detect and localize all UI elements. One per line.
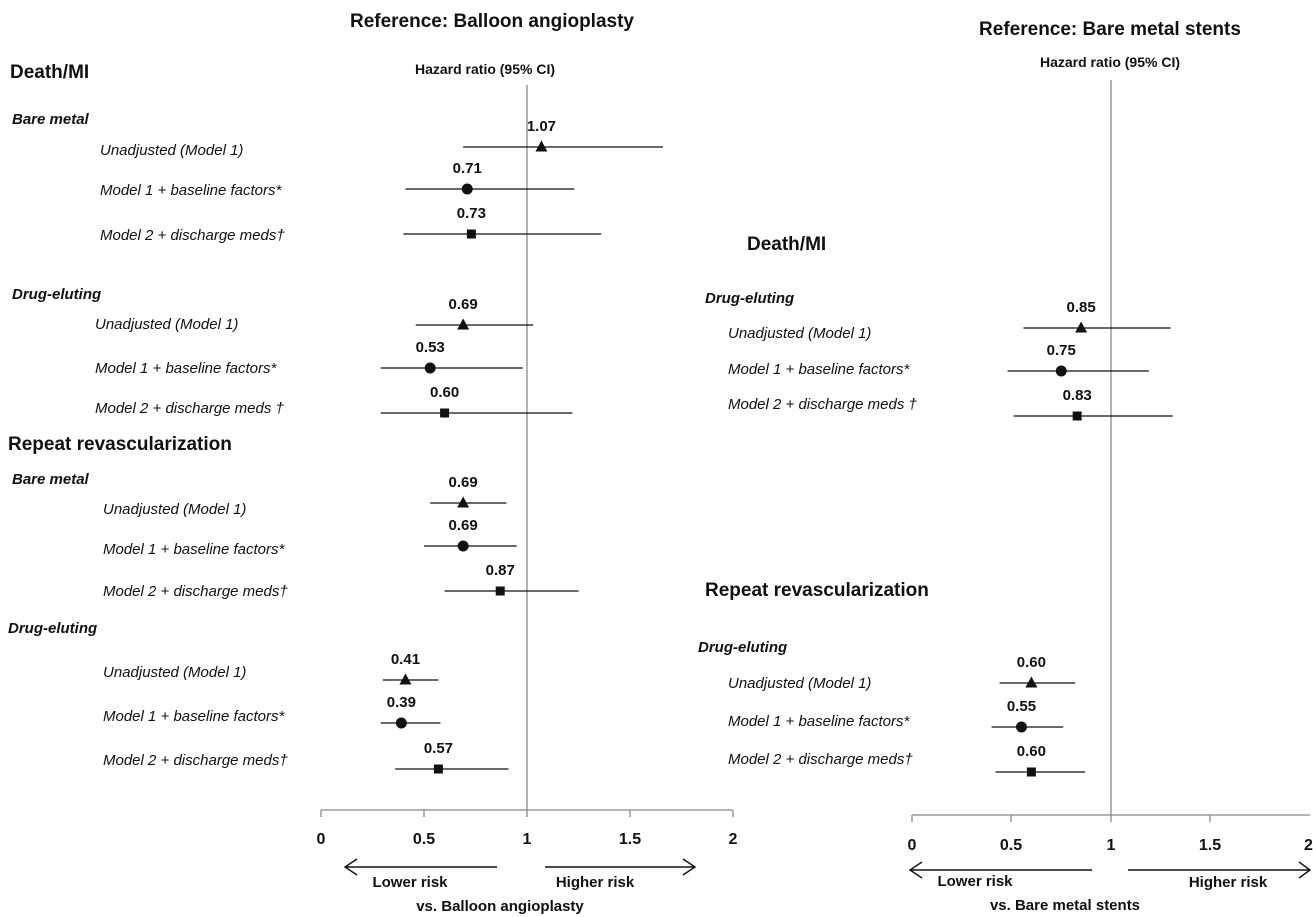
- right-tick-label: 1.5: [1199, 837, 1221, 854]
- right-group-label-drug-eluting-repeat: Drug-eluting: [698, 639, 787, 656]
- left-row-label: Model 1 + baseline factors*: [95, 360, 278, 377]
- forest-plot-marks: 1.07 0.71 0.73 0.69 0.53 0.60 0.69 0.69 0.87 0.41…: [380, 118, 1173, 777]
- right-panel: Reference: Bare metal stents Hazard rati…: [698, 19, 1313, 914]
- left-row-label: Model 2 + discharge meds†: [103, 752, 288, 769]
- right-value-label: 0.83: [1063, 387, 1092, 404]
- right-point-triangle: [1025, 676, 1038, 688]
- left-panel-title: Reference: Balloon angioplasty: [350, 11, 634, 32]
- left-point-circle: [457, 540, 469, 552]
- left-value-label: 0.69: [449, 517, 478, 534]
- left-point-square: [466, 229, 476, 239]
- left-value-label: 0.41: [391, 651, 420, 668]
- right-point-square: [1072, 411, 1082, 421]
- left-row-label: Model 1 + baseline factors*: [100, 182, 283, 199]
- left-panel: Reference: Balloon angioplasty Hazard ra…: [8, 11, 738, 915]
- right-higher-risk-arrow: [1128, 861, 1312, 879]
- left-value-label: 1.07: [527, 118, 556, 135]
- left-group-label-bare-metal-repeat: Bare metal: [12, 471, 90, 488]
- right-row-label: Unadjusted (Model 1): [728, 675, 871, 692]
- left-row-label: Model 2 + discharge meds †: [95, 400, 285, 417]
- left-value-label: 0.60: [430, 384, 459, 401]
- right-tick-label: 2: [1304, 837, 1313, 854]
- left-point-triangle: [535, 140, 548, 152]
- left-value-label: 0.69: [449, 296, 478, 313]
- left-row-label: Unadjusted (Model 1): [103, 664, 246, 681]
- left-tick-label: 1.5: [619, 831, 641, 848]
- right-tick-label: 0: [908, 837, 917, 854]
- left-point-triangle: [457, 496, 470, 508]
- right-panel-title: Reference: Bare metal stents: [979, 19, 1241, 40]
- left-point-square: [495, 586, 505, 596]
- right-value-label: 0.85: [1067, 299, 1096, 316]
- right-value-label: 0.55: [1007, 698, 1036, 715]
- right-column-header: Hazard ratio (95% CI): [1040, 54, 1180, 70]
- left-column-header: Hazard ratio (95% CI): [415, 61, 555, 77]
- right-group-label-drug-eluting-death: Drug-eluting: [705, 290, 794, 307]
- left-point-square: [433, 764, 443, 774]
- left-point-triangle: [457, 318, 470, 330]
- right-lower-risk-label: Lower risk: [937, 873, 1013, 890]
- right-row-label: Model 1 + baseline factors*: [728, 361, 911, 378]
- left-group-label-drug-eluting-death: Drug-eluting: [12, 286, 101, 303]
- left-x-axis-label: vs. Balloon angioplasty: [416, 898, 584, 915]
- left-value-label: 0.87: [486, 562, 515, 579]
- left-value-label: 0.53: [416, 339, 445, 356]
- left-point-circle: [395, 717, 407, 729]
- left-value-label: 0.39: [387, 694, 416, 711]
- right-point-circle: [1055, 365, 1067, 377]
- left-lower-risk-label: Lower risk: [372, 874, 448, 891]
- left-group-label-bare-metal-death: Bare metal: [12, 111, 90, 128]
- left-point-circle: [424, 362, 436, 374]
- right-point-triangle: [1075, 321, 1088, 333]
- right-value-label: 0.60: [1017, 743, 1046, 760]
- left-row-label: Model 2 + discharge meds†: [103, 583, 288, 600]
- right-section-heading-repeat: Repeat revascularization: [705, 580, 929, 601]
- left-tick-label: 1: [523, 831, 532, 848]
- left-lower-risk-arrow: [343, 858, 497, 876]
- left-value-label: 0.71: [453, 160, 482, 177]
- left-point-square: [440, 408, 450, 418]
- left-row-label: Unadjusted (Model 1): [103, 501, 246, 518]
- right-value-label: 0.75: [1047, 342, 1076, 359]
- left-point-triangle: [399, 673, 412, 685]
- left-tick-label: 0.5: [413, 831, 435, 848]
- left-row-label: Model 1 + baseline factors*: [103, 541, 286, 558]
- left-group-label-drug-eluting-repeat: Drug-eluting: [8, 620, 97, 637]
- right-x-axis-label: vs. Bare metal stents: [990, 897, 1140, 914]
- right-point-circle: [1015, 721, 1027, 733]
- left-row-label: Unadjusted (Model 1): [95, 316, 238, 333]
- left-higher-risk-label: Higher risk: [556, 874, 635, 891]
- left-point-circle: [461, 183, 473, 195]
- right-higher-risk-label: Higher risk: [1189, 874, 1268, 891]
- right-row-label: Model 1 + baseline factors*: [728, 713, 911, 730]
- left-row-label: Model 1 + baseline factors*: [103, 708, 286, 725]
- right-section-heading-death-mi: Death/MI: [747, 234, 826, 255]
- right-tick-label: 1: [1107, 837, 1116, 854]
- left-row-label: Unadjusted (Model 1): [100, 142, 243, 159]
- left-section-heading-death-mi: Death/MI: [10, 62, 89, 83]
- left-section-heading-repeat: Repeat revascularization: [8, 434, 232, 455]
- right-row-label: Model 2 + discharge meds†: [728, 751, 913, 768]
- right-row-label: Model 2 + discharge meds †: [728, 396, 918, 413]
- left-higher-risk-arrow: [545, 858, 697, 876]
- left-tick-label: 0: [317, 831, 326, 848]
- left-value-label: 0.57: [424, 740, 453, 757]
- left-row-label: Model 2 + discharge meds†: [100, 227, 285, 244]
- right-value-label: 0.60: [1017, 654, 1046, 671]
- left-value-label: 0.73: [457, 205, 486, 222]
- right-tick-label: 0.5: [1000, 837, 1022, 854]
- right-point-square: [1026, 767, 1036, 777]
- left-tick-label: 2: [729, 831, 738, 848]
- right-row-label: Unadjusted (Model 1): [728, 325, 871, 342]
- right-lower-risk-arrow: [908, 861, 1092, 879]
- left-value-label: 0.69: [449, 474, 478, 491]
